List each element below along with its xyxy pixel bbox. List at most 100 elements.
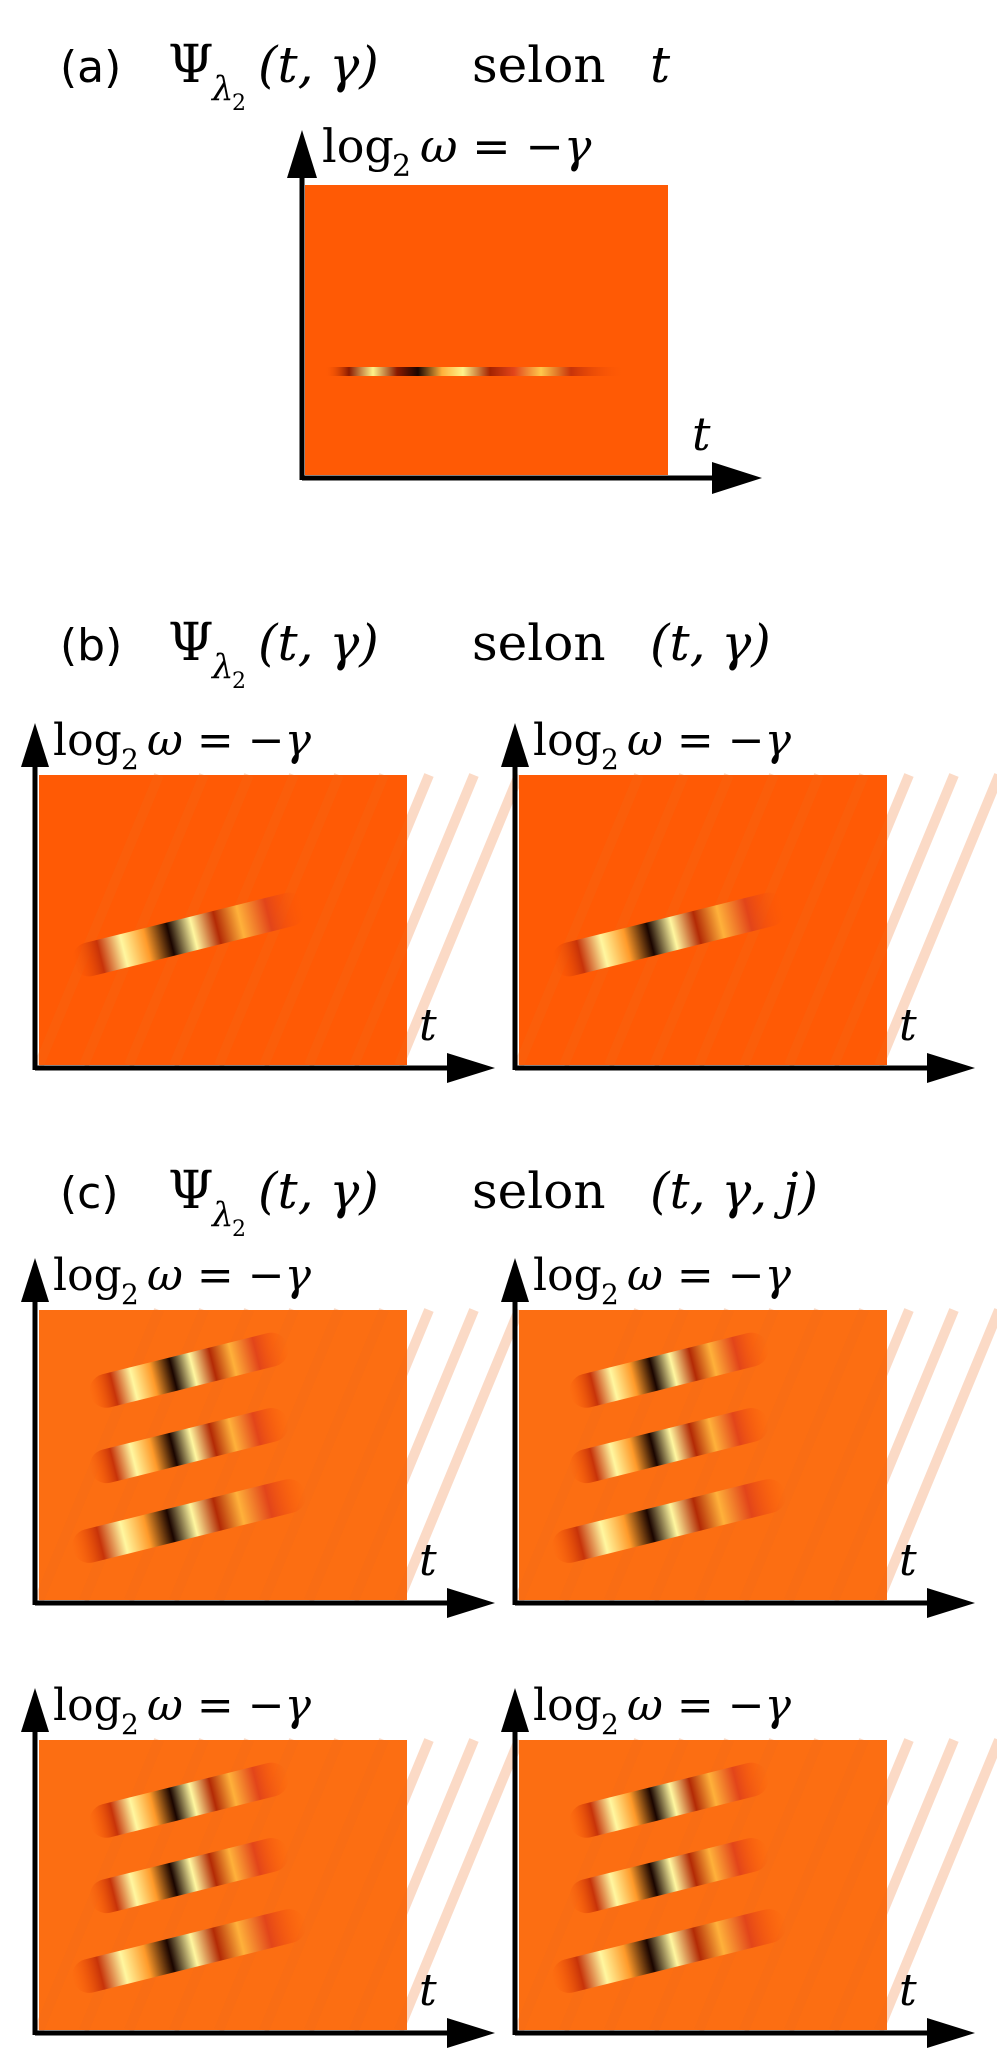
lambda-subscript: λ	[210, 69, 234, 109]
y-label-rest: ω = −γ	[420, 119, 592, 173]
function-args: (t, γ)	[258, 614, 379, 672]
wavelet-blob	[552, 1909, 786, 1993]
y-label-rest: ω = −γ	[147, 1250, 312, 1301]
selon-word: selon	[472, 614, 606, 672]
spectrogram-subplot: log 2 ω = −γ t	[21, 1680, 524, 2048]
x-axis	[302, 462, 762, 494]
function-args: (t, γ)	[258, 1162, 379, 1220]
wavelet-blob	[552, 1479, 786, 1563]
x-axis-label: t	[899, 1965, 917, 2016]
x-axis-label: t	[419, 1535, 437, 1586]
y-axis-label: log 2 ω = −γ	[53, 1250, 312, 1311]
spectrogram-subplot: log 2 ω = −γ t	[501, 715, 997, 1083]
panel-letter: (a)	[60, 42, 121, 93]
x-axis-label: t	[899, 1535, 917, 1586]
background-ripple	[304, 1738, 434, 2032]
panel-a: (a) Ψ λ 2 (t, γ) selon t log 2 ω = −γ t	[60, 35, 762, 494]
x-axis	[35, 2018, 495, 2048]
background-ripple	[304, 773, 434, 1067]
wavelet-blob	[552, 892, 786, 977]
background-ripple	[784, 773, 914, 1067]
y-label-sub: 2	[601, 743, 619, 776]
wavelet-blob	[72, 892, 306, 977]
lambda-subsubscript: 2	[232, 1217, 246, 1242]
y-label-sub: 2	[121, 1278, 139, 1311]
x-axis-label: t	[419, 1000, 437, 1051]
wavelet-blob	[89, 1332, 289, 1408]
background-ripple	[259, 773, 389, 1067]
y-axis-label: log 2 ω = −γ	[533, 1250, 792, 1311]
y-label-rest: ω = −γ	[627, 715, 792, 766]
background-ripple	[394, 1738, 524, 2032]
wavelet-blob	[89, 1838, 289, 1914]
y-label-log: log	[533, 1250, 602, 1301]
lambda-subscript: λ	[210, 1195, 234, 1235]
panel-letter: (b)	[60, 620, 122, 671]
y-label-sub: 2	[601, 1708, 619, 1741]
spectrogram-subplot: log 2 ω = −γ t	[501, 1680, 997, 2048]
x-axis	[35, 1588, 495, 1618]
y-label-sub: 2	[392, 149, 411, 184]
lambda-subsubscript: 2	[232, 91, 246, 116]
x-axis	[35, 1053, 495, 1083]
psi-symbol: Ψ	[168, 1161, 214, 1221]
selon-word: selon	[472, 36, 606, 94]
y-label-sub: 2	[121, 743, 139, 776]
spectrogram-subplot: log 2 ω = −γ t	[21, 715, 524, 1083]
x-axis	[515, 1053, 975, 1083]
psi-symbol: Ψ	[168, 613, 214, 673]
x-axis-label: t	[419, 1965, 437, 2016]
x-axis	[515, 2018, 975, 2048]
background-ripple	[739, 773, 869, 1067]
y-label-sub: 2	[121, 1708, 139, 1741]
y-axis-label: log 2 ω = −γ	[533, 1680, 792, 1741]
background-ripple	[874, 1738, 997, 2032]
y-label-log: log	[533, 1680, 602, 1731]
background-ripple	[829, 1738, 959, 2032]
panel-letter: (c)	[60, 1168, 119, 1219]
y-label-log: log	[533, 715, 602, 766]
background-ripple	[394, 1308, 524, 1602]
wavelet-blob	[569, 1762, 769, 1838]
panel-b: (b) Ψ λ 2 (t, γ) selon (t, γ) log 2 ω = −γ…	[21, 613, 997, 1083]
y-axis	[501, 723, 529, 1070]
selon-dims: (t, γ, j)	[650, 1162, 818, 1220]
y-axis	[21, 723, 49, 1070]
spectrogram-plot	[305, 185, 668, 475]
wavelet-blob	[569, 1408, 769, 1484]
background-ripple	[739, 1308, 869, 1602]
background-ripple	[559, 773, 689, 1067]
background-ripple	[79, 773, 209, 1067]
selon-word: selon	[472, 1162, 606, 1220]
y-label-rest: ω = −γ	[147, 715, 312, 766]
x-axis-label: t	[899, 1000, 917, 1051]
panel-a-title: (a) Ψ λ 2 (t, γ) selon t	[60, 35, 671, 116]
background-ripple	[694, 1738, 824, 2032]
y-label-rest: ω = −γ	[627, 1250, 792, 1301]
wavelet-blob	[89, 1408, 289, 1484]
background-ripple	[514, 773, 644, 1067]
y-axis	[287, 130, 317, 480]
psi-symbol: Ψ	[168, 35, 214, 95]
y-axis-label: log 2 ω = −γ	[53, 715, 312, 776]
spectrogram-subplot: log 2 ω = −γ t	[501, 1250, 997, 1618]
background-ripple	[784, 1738, 914, 2032]
y-label-log: log	[53, 1250, 122, 1301]
background-ripple	[349, 773, 479, 1067]
wavelet-blob	[569, 1838, 769, 1914]
panel-c-title: (c) Ψ λ 2 (t, γ) selon (t, γ, j)	[60, 1161, 818, 1242]
y-axis-label: log 2 ω = −γ	[533, 715, 792, 776]
lambda-subscript: λ	[210, 647, 234, 687]
background-ripple	[349, 1308, 479, 1602]
function-args: (t, γ)	[258, 36, 379, 94]
background-ripple	[259, 1308, 389, 1602]
lambda-subsubscript: 2	[232, 669, 246, 694]
y-label-log: log	[53, 1680, 122, 1731]
y-axis	[21, 1258, 49, 1605]
background-ripple	[739, 1738, 869, 2032]
panel-b-title: (b) Ψ λ 2 (t, γ) selon (t, γ)	[60, 613, 771, 694]
y-axis	[21, 1688, 49, 2035]
background-ripple	[214, 1308, 344, 1602]
wavelet-blob	[569, 1332, 769, 1408]
